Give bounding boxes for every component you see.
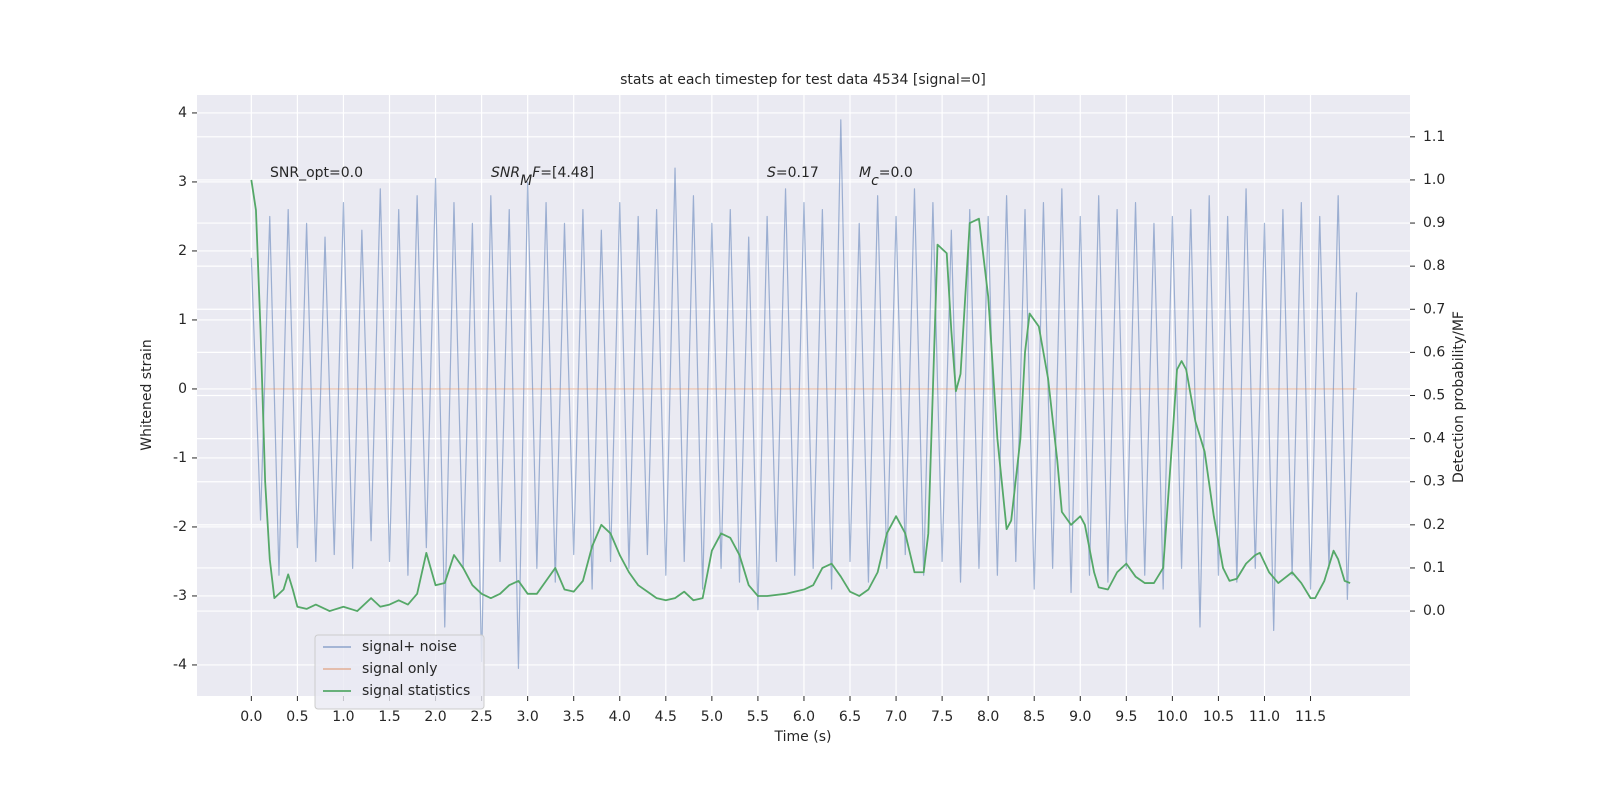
legend-box [314, 634, 485, 710]
x-tick-label: 9.0 [1069, 709, 1091, 725]
y2-tick-label: 1.0 [1423, 172, 1445, 188]
x-tick-label: 1.0 [332, 709, 354, 725]
x-tick-label: 0.0 [240, 709, 262, 725]
x-tick-label: 2.0 [424, 709, 446, 725]
y-tick-label: 2 [178, 243, 187, 259]
y2-tick-label: 0.7 [1423, 301, 1445, 317]
series-line [250, 119, 1358, 670]
y2-tick-label: 0.4 [1423, 431, 1445, 447]
y-tick-label: -1 [173, 450, 187, 466]
y-axis-label: Whitened strain [139, 339, 155, 450]
legend-label: signal statistics [362, 683, 470, 699]
annotation: Mc=0.0 [859, 165, 913, 189]
y-tick-label: -4 [173, 657, 187, 673]
annotation: SNR_opt=0.0 [270, 165, 363, 181]
x-tick-label: 4.5 [655, 709, 677, 725]
y2-axis-label: Detection probability/MF [1451, 311, 1467, 483]
y2-tick-label: 0.5 [1423, 388, 1445, 404]
series-line [250, 179, 1351, 612]
x-tick-label: 11.0 [1249, 709, 1280, 725]
x-axis-label: Time (s) [774, 729, 832, 745]
x-tick-label: 10.5 [1203, 709, 1234, 725]
annotation-part: M [859, 165, 871, 181]
x-tick-label: 3.0 [517, 709, 539, 725]
y2-tick-label: 0.0 [1423, 603, 1445, 619]
annotation-part: SNR_opt=0.0 [270, 165, 363, 181]
annotation-part: SNR [491, 165, 520, 181]
x-tick-label: 4.0 [609, 709, 631, 725]
y-tick-label: 1 [178, 312, 187, 328]
x-tick-label: 8.0 [977, 709, 999, 725]
annotation-part: F [532, 165, 541, 181]
y2-tick-label: 0.2 [1423, 517, 1445, 533]
annotation-part: =[4.48] [540, 165, 594, 181]
legend: signal+ noise signal only signal statistic… [314, 634, 485, 710]
y2-tick-label: 1.1 [1423, 129, 1445, 145]
x-tick-label: 8.5 [1023, 709, 1045, 725]
annotation: S=0.17 [767, 165, 819, 181]
x-tick-label: 11.5 [1295, 709, 1326, 725]
x-tick-label: 6.0 [793, 709, 815, 725]
x-tick-label: 1.5 [378, 709, 400, 725]
x-tick-label: 3.5 [563, 709, 585, 725]
y-tick-label: 0 [178, 381, 187, 397]
x-tick-label: 0.5 [286, 709, 308, 725]
x-tick-label: 2.5 [470, 709, 492, 725]
x-tick-label: 7.5 [931, 709, 953, 725]
annotation-part: =0.17 [776, 165, 819, 181]
y-tick-label: -3 [173, 588, 187, 604]
x-tick-label: 5.5 [747, 709, 769, 725]
annotation: SNRMF=[4.48] [491, 165, 594, 189]
y2-tick-label: 0.8 [1423, 258, 1445, 274]
y2-tick-label: 0.3 [1423, 474, 1445, 490]
y2-tick-label: 0.9 [1423, 215, 1445, 231]
annotation-part: c [871, 173, 879, 189]
annotation-part: M [520, 173, 532, 189]
chart-title: stats at each timestep for test data 453… [620, 72, 986, 88]
x-tick-label: 7.0 [885, 709, 907, 725]
y2-tick-label: 0.1 [1423, 560, 1445, 576]
y-tick-label: 4 [178, 105, 187, 121]
y-tick-label: 3 [178, 174, 187, 190]
y-tick-label: -2 [173, 519, 187, 535]
x-tick-label: 5.0 [701, 709, 723, 725]
x-tick-label: 10.0 [1157, 709, 1188, 725]
annotation-part: =0.0 [879, 165, 913, 181]
x-tick-label: 9.5 [1115, 709, 1137, 725]
legend-label: signal only [362, 661, 437, 677]
y2-tick-label: 0.6 [1423, 344, 1445, 360]
annotation-part: S [767, 165, 776, 181]
x-tick-label: 6.5 [839, 709, 861, 725]
legend-label: signal+ noise [362, 639, 457, 655]
